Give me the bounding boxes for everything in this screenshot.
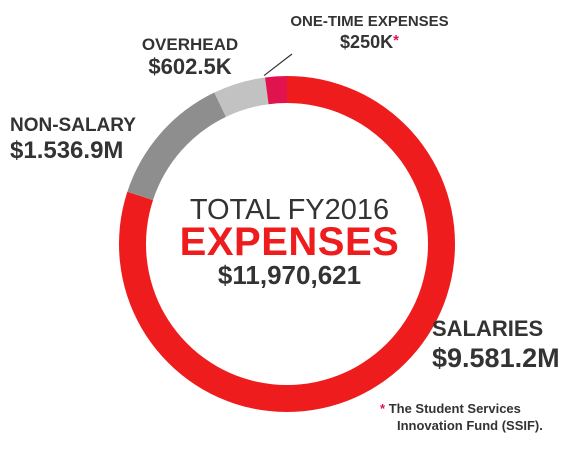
center-fy: FY2016	[287, 194, 390, 226]
center-total-amount: $11,970,621	[217, 260, 362, 290]
one-time-name: ONE-TIME EXPENSES	[290, 13, 449, 30]
salaries-name: SALARIES	[432, 316, 544, 341]
footnote: * The Student Services Innovation Fund (…	[380, 400, 543, 434]
donut-slice-one-time-expenses	[265, 76, 287, 105]
one-time-asterisk: *	[393, 32, 399, 49]
salaries-value: $9.581.2M	[432, 343, 560, 373]
overhead-name: OVERHEAD	[141, 35, 239, 54]
slice-label-salaries: SALARIES $9.581.2M	[432, 318, 560, 372]
slice-label-non-salary: NON-SALARY $1.536.9M	[10, 116, 136, 163]
footnote-line2: Innovation Fund (SSIF).	[380, 417, 543, 434]
footnote-text-1: The Student Services	[388, 401, 521, 416]
one-time-value: $250K*	[272, 33, 467, 51]
non-salary-name: NON-SALARY	[10, 115, 136, 136]
donut-slice-non-salary	[127, 92, 226, 201]
overhead-value: $602.5K	[148, 54, 232, 79]
donut-slice-overhead	[214, 77, 269, 117]
footnote-line1: * The Student Services	[380, 400, 543, 417]
one-time-value-text: $250K	[340, 32, 394, 52]
non-salary-value: $1.536.9M	[10, 137, 124, 164]
leader-line-one-time	[263, 53, 293, 77]
footnote-asterisk: *	[380, 401, 386, 416]
footnote-text-2: Innovation Fund (SSIF).	[397, 418, 543, 433]
center-title-expenses: EXPENSES	[179, 220, 400, 264]
slice-label-overhead: OVERHEAD $602.5K	[130, 36, 250, 78]
center-total-word: TOTAL	[189, 194, 280, 226]
slice-label-one-time: ONE-TIME EXPENSES $250K*	[272, 14, 467, 51]
center-title-line1: TOTAL FY2016	[0, 196, 579, 225]
